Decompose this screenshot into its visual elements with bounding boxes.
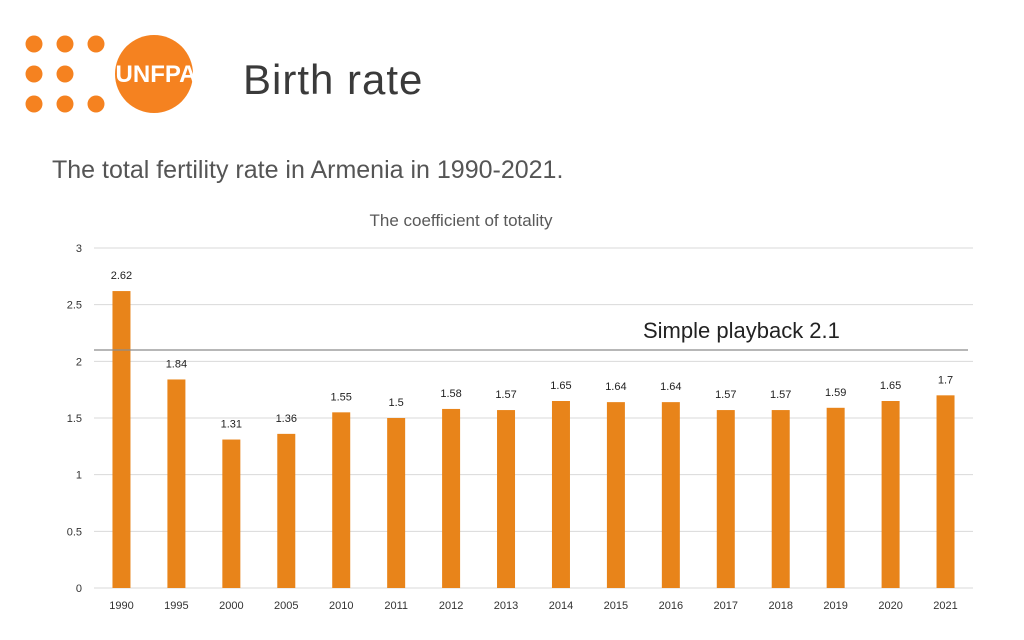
unfpa-logo: UNFPA [25, 35, 196, 113]
bar [387, 418, 406, 588]
bar [112, 291, 131, 588]
data-label: 1.64 [605, 381, 626, 393]
logo-circle [115, 35, 193, 113]
logo-dot [87, 35, 105, 53]
logo-dot [25, 95, 43, 113]
x-tick-label: 2015 [604, 600, 628, 612]
page-title: Birth rate [243, 56, 424, 103]
x-tick-label: 2013 [494, 600, 518, 612]
data-label: 1.58 [440, 388, 461, 400]
y-tick-label: 0.5 [67, 526, 82, 538]
y-tick-label: 1.5 [67, 413, 82, 425]
data-label: 1.65 [550, 380, 571, 392]
bar [661, 402, 680, 588]
bar [442, 408, 461, 588]
data-label: 1.65 [880, 380, 901, 392]
bar [771, 410, 790, 588]
x-tick-label: 2021 [933, 600, 957, 612]
data-label: 1.57 [770, 389, 791, 401]
bar [277, 433, 296, 588]
bar [606, 402, 625, 588]
data-label: 1.55 [331, 391, 352, 403]
axis-ticks: 0 0.5 1 1.5 2 2.5 3 1990 1995 2000 2005 2010 2011 201… [67, 243, 958, 612]
x-tick-label: 2012 [439, 600, 463, 612]
reference-line-group: Simple playback 2.1 [94, 318, 968, 351]
logo-dot [25, 65, 43, 83]
bar [222, 439, 241, 588]
y-tick-label: 1 [76, 470, 82, 482]
bar [936, 395, 955, 588]
logo-dot [56, 35, 74, 53]
data-label: 1.31 [221, 419, 242, 431]
x-tick-label: 2014 [549, 600, 573, 612]
grid-lines [94, 247, 973, 589]
logo-dot [25, 35, 43, 53]
x-tick-label: 2017 [714, 600, 738, 612]
data-label: 2.62 [111, 270, 132, 282]
bar [497, 410, 516, 588]
data-label: 1.57 [715, 389, 736, 401]
y-tick-label: 2 [76, 356, 82, 368]
y-tick-label: 3 [76, 243, 82, 255]
x-tick-label: 2018 [768, 600, 792, 612]
data-label: 1.36 [276, 413, 297, 425]
x-tick-label: 2000 [219, 600, 243, 612]
data-label: 1.64 [660, 381, 681, 393]
x-tick-label: 2020 [878, 600, 902, 612]
bar [551, 401, 570, 588]
data-label: 1.59 [825, 387, 846, 399]
data-label: 1.5 [389, 397, 404, 409]
x-tick-label: 2019 [823, 600, 847, 612]
x-tick-label: 2010 [329, 600, 353, 612]
x-tick-label: 2005 [274, 600, 298, 612]
x-tick-label: 1995 [164, 600, 188, 612]
data-label: 1.84 [166, 358, 187, 370]
bar [167, 379, 186, 588]
bar [332, 412, 351, 588]
chart-title: The coefficient of totality [369, 211, 553, 230]
y-tick-label: 0 [76, 583, 82, 595]
data-label: 1.7 [938, 374, 953, 386]
y-tick-label: 2.5 [67, 300, 82, 312]
bar [826, 407, 845, 588]
logo-dot [87, 95, 105, 113]
logo-dot [56, 95, 74, 113]
bar [716, 410, 735, 588]
x-tick-label: 1990 [109, 600, 133, 612]
data-label: 1.57 [495, 389, 516, 401]
x-tick-label: 2016 [659, 600, 683, 612]
logo-wordmark: UNFPA [116, 61, 196, 88]
x-tick-label: 2011 [384, 600, 408, 612]
bar [881, 401, 900, 588]
logo-dot [56, 65, 74, 83]
data-labels: 2.62 1.84 1.31 1.36 1.55 1.5 1.58 1.57 1.65 1.64 1… [111, 270, 953, 430]
un-emblem-icon [83, 60, 111, 88]
chart-subtitle: The total fertility rate in Armenia in 1… [52, 156, 564, 184]
bars [112, 291, 955, 588]
reference-line-label: Simple playback 2.1 [643, 318, 840, 343]
